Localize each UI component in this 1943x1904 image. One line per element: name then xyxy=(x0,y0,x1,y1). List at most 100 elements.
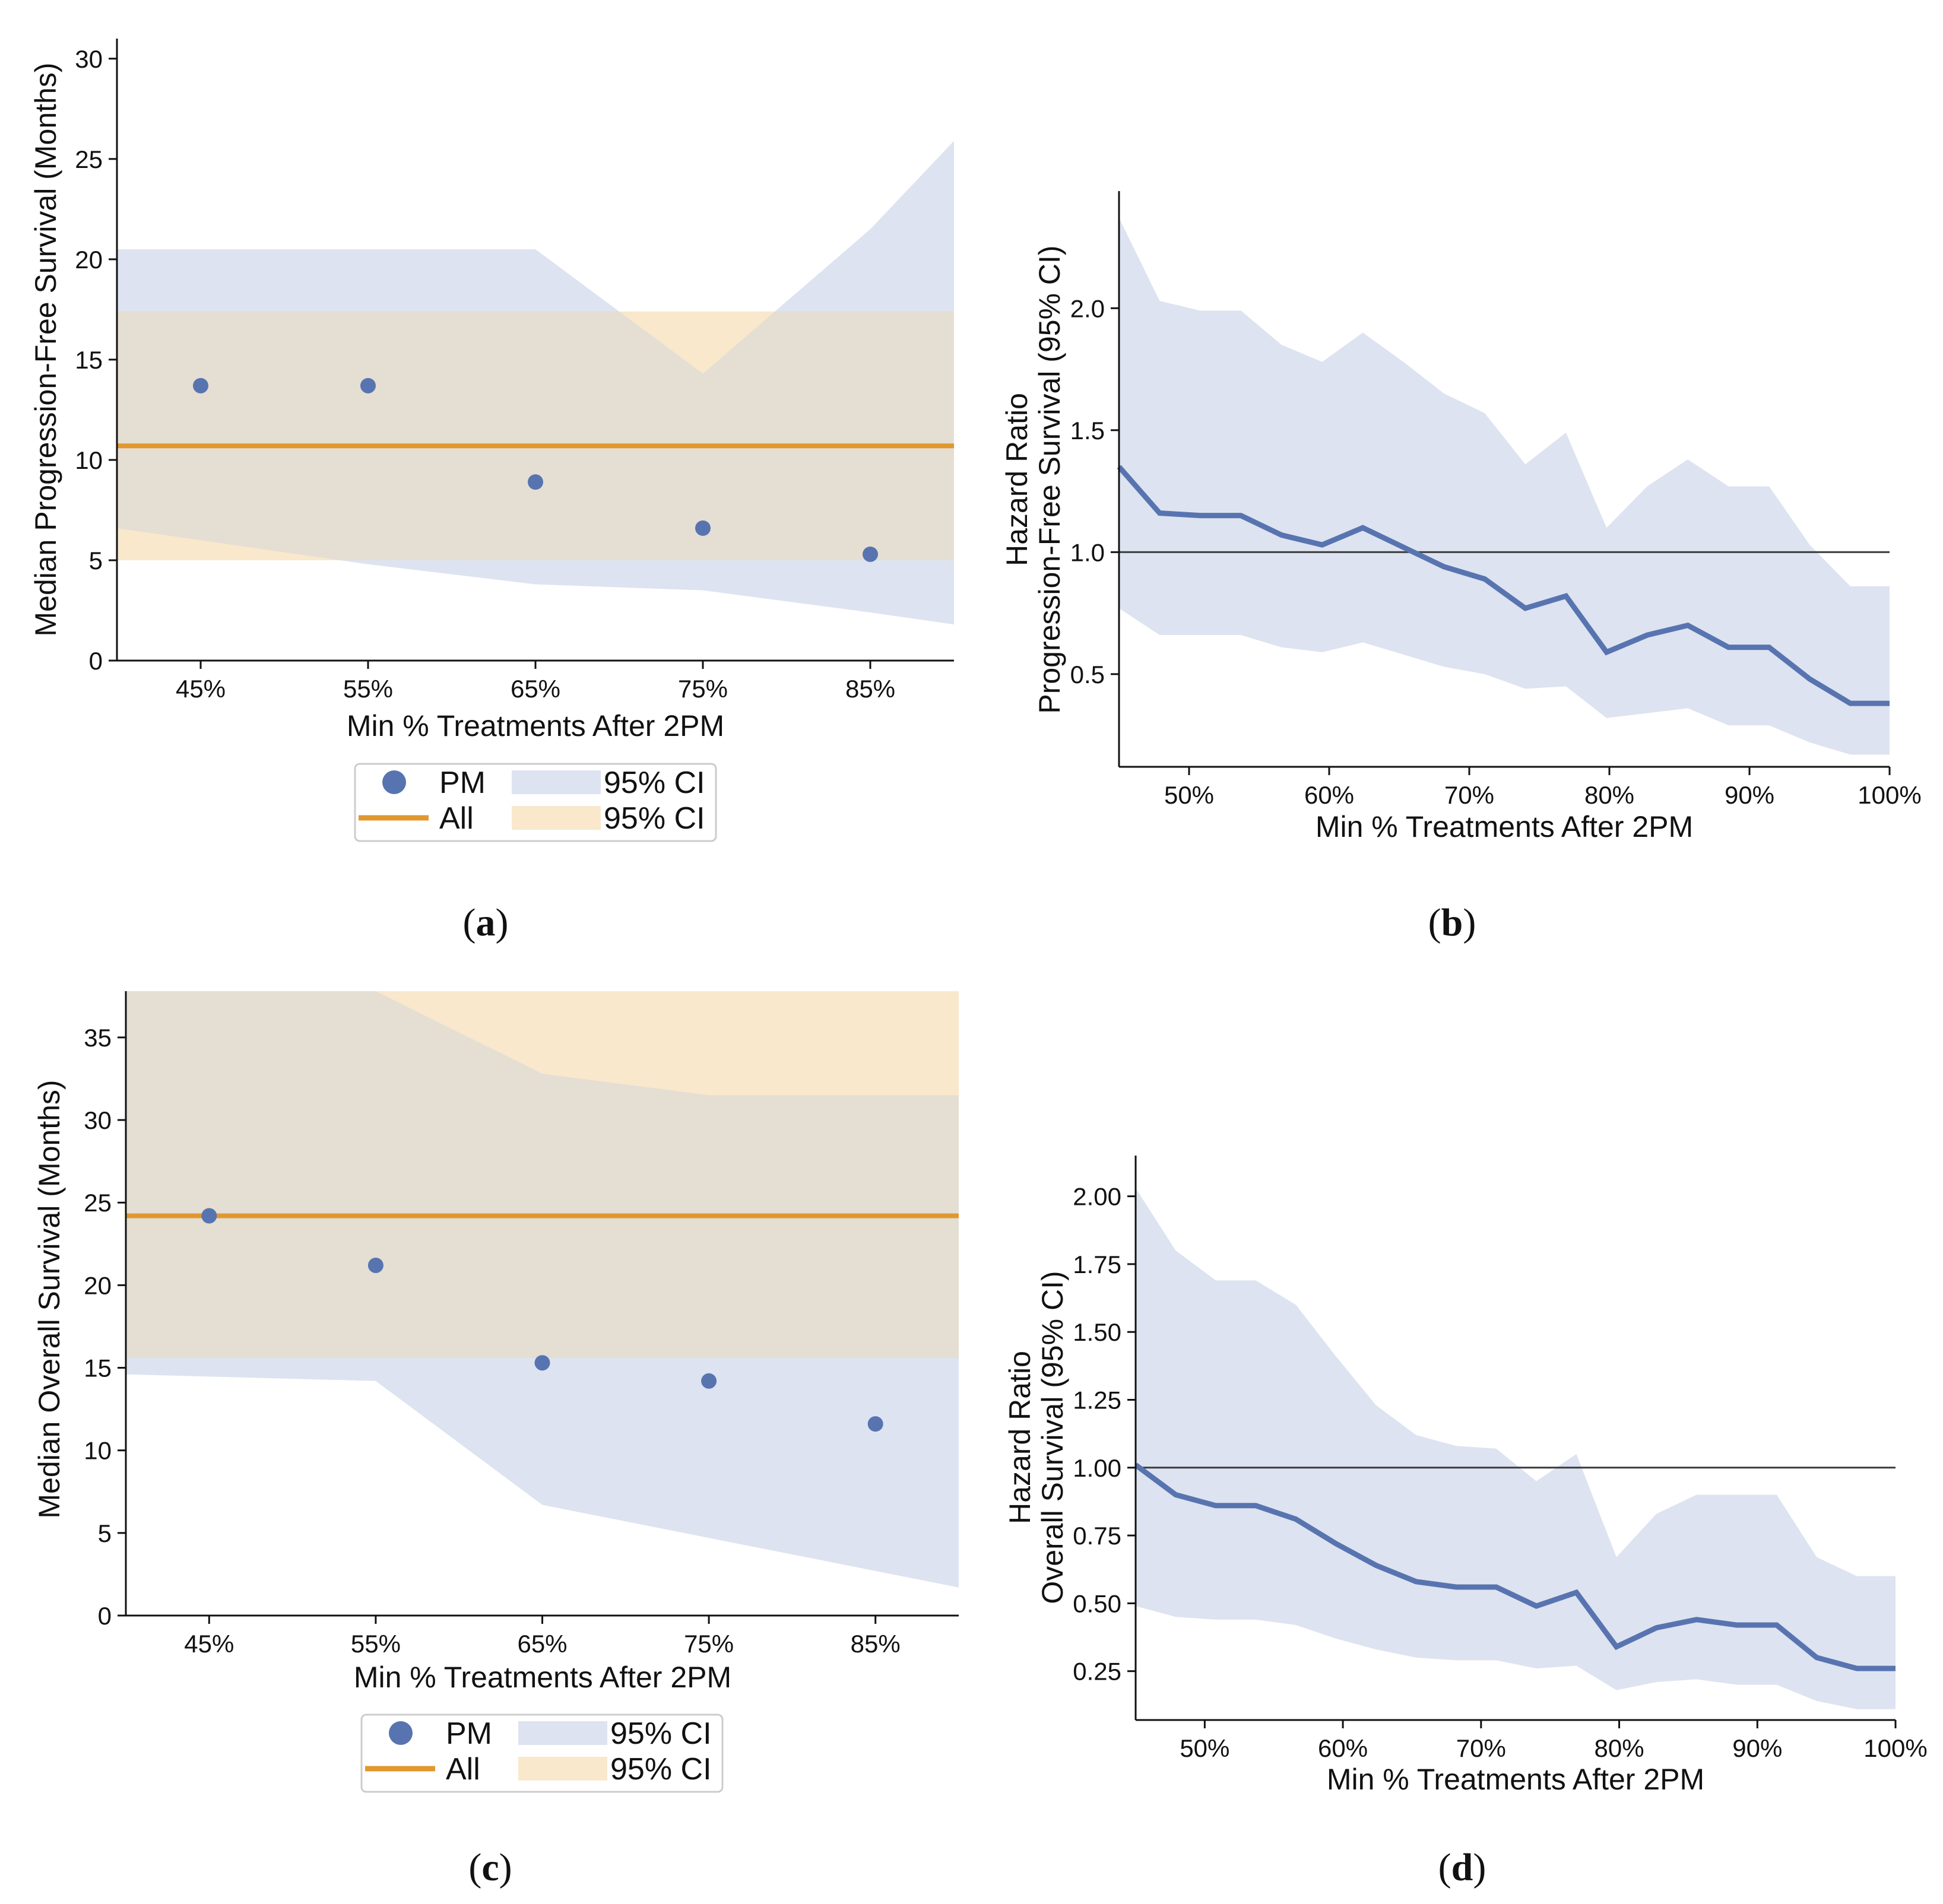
a-caption: (a) xyxy=(463,901,509,944)
a-pm-point xyxy=(360,377,376,394)
d-xtick-label: 50% xyxy=(1180,1734,1229,1762)
a-ci-overlap xyxy=(117,311,954,560)
c-legend: PM 95% CI All 95% CI xyxy=(360,1713,724,1793)
svg-text:(d): (d) xyxy=(1438,1846,1486,1889)
b-ytick-label: 1.5 xyxy=(1070,417,1105,445)
c-legend-frame xyxy=(360,1713,724,1793)
d-xtick-label: 80% xyxy=(1595,1734,1644,1762)
b-x-axis-label: Min % Treatments After 2PM xyxy=(1316,810,1693,843)
d-xtick-label: 100% xyxy=(1863,1734,1927,1762)
d-ci-band xyxy=(1136,1188,1896,1709)
c-legend-pm-label: PM xyxy=(446,1716,492,1751)
c-legend-all-ci-label: 95% CI xyxy=(610,1752,712,1786)
c-legend-pm-ci-label: 95% CI xyxy=(610,1716,712,1751)
b-ytick-label: 0.5 xyxy=(1070,661,1105,688)
a-legend-pm-label: PM xyxy=(439,766,486,800)
c-pm-point xyxy=(701,1373,717,1389)
d-y-axis-label-line1: Hazard Ratio xyxy=(1003,1351,1037,1524)
d-ytick-label: 1.25 xyxy=(1073,1386,1121,1414)
b-y-axis-label-line2: Progression-Free Survival (95% CI) xyxy=(1033,245,1066,713)
a-xtick-label: 75% xyxy=(678,675,728,703)
a-legend-frame xyxy=(354,763,717,842)
c-pm-point xyxy=(867,1416,883,1432)
a-legend-all-ci-label: 95% CI xyxy=(604,801,705,836)
c-ytick-label: 25 xyxy=(84,1189,112,1217)
a-legend-all-label: All xyxy=(439,801,474,836)
b-xtick-label: 90% xyxy=(1725,781,1774,809)
a-legend-pm-marker xyxy=(382,770,406,794)
b-ytick-label: 2.0 xyxy=(1070,294,1105,322)
b-xtick-label: 50% xyxy=(1164,781,1214,809)
c-xtick-label: 55% xyxy=(351,1630,401,1658)
c-ytick-label: 15 xyxy=(84,1354,112,1382)
b-y-axis-label-line1: Hazard Ratio xyxy=(1000,393,1034,566)
a-ytick-label: 5 xyxy=(89,547,103,575)
c-xtick-label: 75% xyxy=(684,1630,734,1658)
c-ytick-label: 20 xyxy=(84,1271,112,1299)
b-ci-band xyxy=(1119,218,1890,755)
c-ytick-label: 0 xyxy=(98,1602,112,1630)
c-x-axis-label: Min % Treatments After 2PM xyxy=(354,1661,731,1694)
c-legend-pm-ci-patch xyxy=(518,1721,607,1745)
c-ytick-label: 10 xyxy=(84,1437,112,1465)
c-legend-all-ci-patch xyxy=(518,1757,607,1781)
c-xtick-label: 45% xyxy=(184,1630,234,1658)
c-xtick-label: 65% xyxy=(517,1630,567,1658)
panel-a-pfs-median: 0 5 10 15 20 25 30 45% 55% 65% 75% 85% Min % Treat… xyxy=(29,39,954,944)
c-pm-point xyxy=(367,1257,383,1273)
a-y-axis-label: Median Progression-Free Survival (Months… xyxy=(29,62,62,636)
panel-d-os-hazard: 0.25 0.50 0.75 1.00 1.25 1.50 1.75 2.00 50% 60% 7… xyxy=(1003,1156,1928,1889)
b-xtick-label: 100% xyxy=(1858,781,1921,809)
d-ytick-label: 0.25 xyxy=(1073,1658,1121,1686)
c-legend-pm-marker xyxy=(389,1721,413,1745)
a-ytick-label: 15 xyxy=(75,346,103,374)
svg-text:(b): (b) xyxy=(1428,901,1476,944)
svg-text:(c): (c) xyxy=(468,1846,512,1889)
d-caption-letter: d xyxy=(1451,1846,1473,1889)
a-legend-all-ci-patch xyxy=(512,806,601,830)
a-ytick-label: 10 xyxy=(75,446,103,474)
panel-b-pfs-hazard: 0.5 1.0 1.5 2.0 50% 60% 70% 80% 90% 100% Min % T… xyxy=(1000,191,1922,944)
d-caption: (d) xyxy=(1438,1846,1486,1889)
c-y-axis-label: Median Overall Survival (Months) xyxy=(33,1080,66,1518)
b-xtick-label: 70% xyxy=(1444,781,1494,809)
a-xtick-label: 85% xyxy=(845,675,895,703)
c-ci-overlap xyxy=(126,991,959,1358)
a-xtick-label: 55% xyxy=(343,675,393,703)
panel-c-os-median: 0 5 10 15 20 25 30 35 45% 55% 65% 75% 85% Min % Tre… xyxy=(33,991,959,1889)
d-ytick-label: 1.00 xyxy=(1073,1454,1121,1482)
d-ytick-label: 2.00 xyxy=(1073,1183,1121,1211)
b-hazard-line xyxy=(1117,465,1890,706)
a-xtick-label: 65% xyxy=(511,675,560,703)
c-legend-all-label: All xyxy=(446,1752,480,1786)
a-legend: PM 95% CI All 95% CI xyxy=(354,763,717,842)
c-ytick-label: 30 xyxy=(84,1106,112,1134)
c-ytick-label: 35 xyxy=(84,1024,112,1052)
b-xtick-label: 80% xyxy=(1584,781,1634,809)
a-pm-point xyxy=(695,520,711,536)
d-ytick-label: 1.50 xyxy=(1073,1318,1121,1346)
c-ytick-label: 5 xyxy=(98,1519,112,1547)
a-pm-point xyxy=(528,474,543,490)
c-caption-letter: c xyxy=(481,1846,499,1889)
a-ytick-label: 0 xyxy=(89,647,103,675)
a-ytick-label: 30 xyxy=(75,45,103,73)
a-pm-point xyxy=(193,377,208,394)
c-pm-point xyxy=(534,1355,550,1371)
a-ytick-label: 25 xyxy=(75,145,103,173)
a-xtick-label: 45% xyxy=(176,675,226,703)
b-caption-letter: b xyxy=(1441,901,1463,944)
c-xtick-label: 85% xyxy=(851,1630,901,1658)
d-hazard-line xyxy=(1134,1462,1896,1671)
svg-text:(a): (a) xyxy=(463,901,509,944)
d-ytick-label: 1.75 xyxy=(1073,1251,1121,1278)
d-ytick-label: 0.75 xyxy=(1073,1522,1121,1550)
c-caption: (c) xyxy=(468,1846,512,1889)
d-xtick-label: 90% xyxy=(1732,1734,1782,1762)
d-xtick-label: 60% xyxy=(1318,1734,1368,1762)
c-pm-point xyxy=(201,1208,217,1224)
a-legend-pm-ci-label: 95% CI xyxy=(604,766,705,800)
a-pm-point xyxy=(863,546,878,562)
a-caption-letter: a xyxy=(476,901,496,944)
